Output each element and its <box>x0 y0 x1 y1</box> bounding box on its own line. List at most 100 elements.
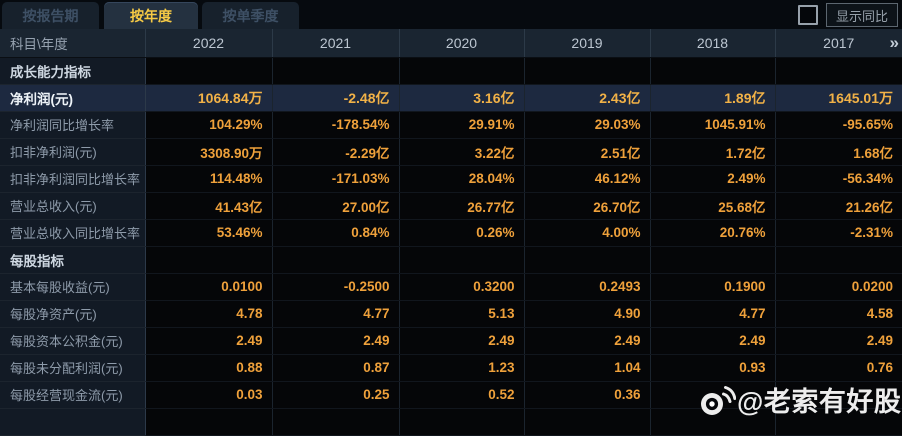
cell-value: 0.03 <box>145 381 273 409</box>
cell-value <box>775 57 902 85</box>
cell-value: 21.26亿 <box>775 192 902 220</box>
cell-value <box>775 381 902 409</box>
table-row[interactable]: 净利润同比增长率 104.29% -178.54% 29.91% 29.03% 1045.… <box>0 111 902 139</box>
table-row[interactable]: 基本每股收益(元) 0.0100 -0.2500 0.3200 0.2493 0.1900… <box>0 273 902 301</box>
table-row[interactable]: 扣非净利润同比增长率 114.48% -171.03% 28.04% 46.12% 2.4… <box>0 165 902 193</box>
cell-value <box>399 246 525 274</box>
cell-value: 1.23 <box>399 354 525 382</box>
section-row: 成长能力指标 <box>0 57 902 85</box>
cell-value <box>272 246 400 274</box>
cell-value: 0.52 <box>399 381 525 409</box>
cell-value: 114.48% <box>145 165 273 193</box>
cell-value <box>399 57 525 85</box>
year-header-2018: 2018 <box>649 29 775 58</box>
cell-value: -2.48亿 <box>272 84 400 112</box>
row-label <box>0 408 146 436</box>
cell-value: 26.70亿 <box>524 192 651 220</box>
cell-value: 0.1900 <box>650 273 776 301</box>
cell-value: 0.3200 <box>399 273 525 301</box>
cell-value: 2.49 <box>399 327 525 355</box>
cell-value <box>650 246 776 274</box>
cell-value <box>650 57 776 85</box>
row-label: 每股资本公积金(元) <box>0 327 146 355</box>
row-label: 扣非净利润(元) <box>0 138 146 166</box>
cell-value: 1045.91% <box>650 111 776 139</box>
cell-value <box>145 408 273 436</box>
section-row: 每股指标 <box>0 246 902 274</box>
cell-value <box>272 57 400 85</box>
cell-value: 27.00亿 <box>272 192 400 220</box>
cell-value: 25.68亿 <box>650 192 776 220</box>
cell-value: 41.43亿 <box>145 192 273 220</box>
cell-value: 4.77 <box>272 300 400 328</box>
table-row[interactable] <box>0 408 902 436</box>
cell-value: 1.89亿 <box>650 84 776 112</box>
cell-value: 0.84% <box>272 219 400 247</box>
cell-value <box>272 408 400 436</box>
row-label: 每股净资产(元) <box>0 300 146 328</box>
row-label: 净利润(元) <box>0 84 146 112</box>
year-header-2021: 2021 <box>271 29 399 58</box>
year-header-2017-label: 2017 <box>823 34 855 51</box>
cell-value: 5.13 <box>399 300 525 328</box>
cell-value <box>775 408 902 436</box>
cell-value: 4.77 <box>650 300 776 328</box>
cell-value: 2.43亿 <box>524 84 651 112</box>
table-row[interactable]: 每股经营现金流(元) 0.03 0.25 0.52 0.36 <box>0 381 902 409</box>
cell-value: 3308.90万 <box>145 138 273 166</box>
cell-value: 2.51亿 <box>524 138 651 166</box>
cell-value: -95.65% <box>775 111 902 139</box>
cell-value <box>650 408 776 436</box>
cell-value: -2.31% <box>775 219 902 247</box>
cell-value <box>524 246 651 274</box>
tab-by-single-quarter[interactable]: 按单季度 <box>202 2 299 29</box>
year-header-2019: 2019 <box>523 29 650 58</box>
cell-value: 2.49 <box>650 327 776 355</box>
cell-value: 20.76% <box>650 219 776 247</box>
row-label: 每股未分配利润(元) <box>0 354 146 382</box>
cell-value: 1.68亿 <box>775 138 902 166</box>
cell-value: 3.22亿 <box>399 138 525 166</box>
cell-value: 2.49 <box>145 327 273 355</box>
row-label: 净利润同比增长率 <box>0 111 146 139</box>
tab-by-report-period[interactable]: 按报告期 <box>2 2 99 29</box>
row-label: 成长能力指标 <box>0 57 146 85</box>
row-label: 营业总收入同比增长率 <box>0 219 146 247</box>
table-row[interactable]: 每股未分配利润(元) 0.88 0.87 1.23 1.04 0.93 0.76 <box>0 354 902 382</box>
table-row[interactable]: 营业总收入同比增长率 53.46% 0.84% 0.26% 4.00% 20.76% -2.… <box>0 219 902 247</box>
table-row[interactable]: 净利润(元) 1064.84万 -2.48亿 3.16亿 2.43亿 1.89亿 1645.… <box>0 84 902 112</box>
cell-value: 0.26% <box>399 219 525 247</box>
cell-value: -2.29亿 <box>272 138 400 166</box>
year-header-2022: 2022 <box>144 29 272 58</box>
cell-value <box>399 408 525 436</box>
row-label: 每股指标 <box>0 246 146 274</box>
cell-value: 0.93 <box>650 354 776 382</box>
cell-value <box>145 246 273 274</box>
cell-value: 4.90 <box>524 300 651 328</box>
cell-value: 46.12% <box>524 165 651 193</box>
cell-value: 1064.84万 <box>145 84 273 112</box>
cell-value: 29.91% <box>399 111 525 139</box>
cell-value: 2.49 <box>524 327 651 355</box>
row-label: 扣非净利润同比增长率 <box>0 165 146 193</box>
cell-value: 2.49% <box>650 165 776 193</box>
table-row[interactable]: 每股资本公积金(元) 2.49 2.49 2.49 2.49 2.49 2.49 <box>0 327 902 355</box>
table-body: 成长能力指标 净利润(元) 1064.84万 -2.48亿 3.16亿 2.43亿 1.89… <box>0 57 902 436</box>
tab-by-year[interactable]: 按年度 <box>104 2 198 29</box>
cell-value: -56.34% <box>775 165 902 193</box>
show-yoy-checkbox[interactable] <box>797 5 818 25</box>
show-yoy-label[interactable]: 显示同比 <box>825 3 898 27</box>
cell-value: 4.78 <box>145 300 273 328</box>
table-row[interactable]: 扣非净利润(元) 3308.90万 -2.29亿 3.22亿 2.51亿 1.72亿 1.6… <box>0 138 902 166</box>
row-label: 每股经营现金流(元) <box>0 381 146 409</box>
cell-value <box>775 246 902 274</box>
table-row[interactable]: 营业总收入(元) 41.43亿 27.00亿 26.77亿 26.70亿 25.68亿 21… <box>0 192 902 220</box>
year-header-2017: 2017 » <box>774 29 902 58</box>
cell-value <box>524 57 651 85</box>
cell-value: 0.76 <box>775 354 902 382</box>
table-row[interactable]: 每股净资产(元) 4.78 4.77 5.13 4.90 4.77 4.58 <box>0 300 902 328</box>
cell-value <box>650 381 776 409</box>
year-header-2020: 2020 <box>398 29 524 58</box>
more-years-icon[interactable]: » <box>889 33 899 52</box>
